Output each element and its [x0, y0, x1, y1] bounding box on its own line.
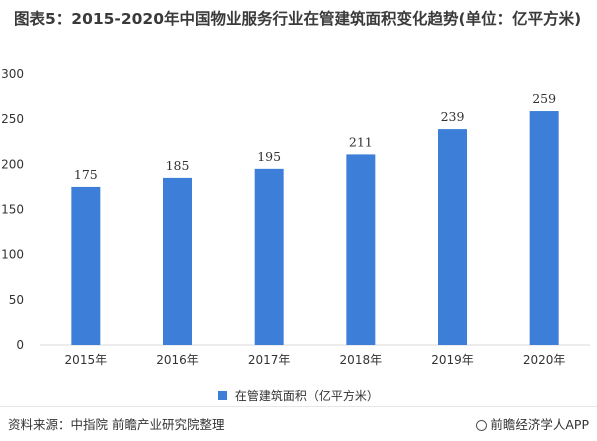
- x-tick-label: 2016年: [156, 353, 199, 367]
- legend-label: 在管建筑面积（亿平方米）: [234, 389, 379, 403]
- data-label: 211: [349, 134, 373, 149]
- legend: 在管建筑面积（亿平方米）: [0, 387, 597, 404]
- y-tick-label: 150: [1, 203, 24, 217]
- footer-divider: [0, 406, 597, 407]
- brand: 前瞻经济学人APP: [476, 414, 589, 433]
- bar: [254, 168, 284, 345]
- data-label: 259: [532, 91, 556, 106]
- data-label: 175: [74, 167, 98, 182]
- bar: [346, 154, 376, 345]
- y-tick-label: 100: [1, 248, 24, 262]
- x-tick-label: 2015年: [65, 353, 108, 367]
- brand-name: 前瞻经济学人APP: [490, 417, 589, 432]
- x-tick-label: 2019年: [431, 353, 474, 367]
- bar: [438, 129, 467, 345]
- data-label: 239: [441, 109, 465, 124]
- bar: [71, 186, 101, 345]
- bar: [163, 177, 192, 345]
- x-tick-label: 2018年: [340, 353, 383, 367]
- data-label: 195: [257, 149, 281, 164]
- y-tick-label: 200: [1, 157, 24, 171]
- bar-chart: 0 50 100 150 200 250 300 175 2015年 185 2016年 195 201…: [1, 67, 590, 367]
- brand-logo-icon: [476, 420, 488, 431]
- source-text: 资料来源：中指院 前瞻产业研究院整理: [8, 417, 225, 432]
- legend-swatch: [218, 391, 228, 400]
- x-tick-label: 2020年: [523, 353, 566, 367]
- x-tick-label: 2017年: [248, 353, 291, 367]
- bar: [529, 111, 559, 345]
- chart-title: 图表5：2015-2020年中国物业服务行业在管建筑面积变化趋势(单位：亿平方米…: [14, 10, 582, 28]
- y-tick-label: 50: [9, 293, 24, 307]
- data-label: 185: [166, 158, 190, 173]
- footer: 资料来源：中指院 前瞻产业研究院整理 前瞻经济学人APP: [0, 408, 597, 441]
- y-tick-label: 300: [1, 67, 24, 81]
- y-tick-label: 250: [1, 112, 24, 126]
- y-tick-label: 0: [16, 338, 24, 352]
